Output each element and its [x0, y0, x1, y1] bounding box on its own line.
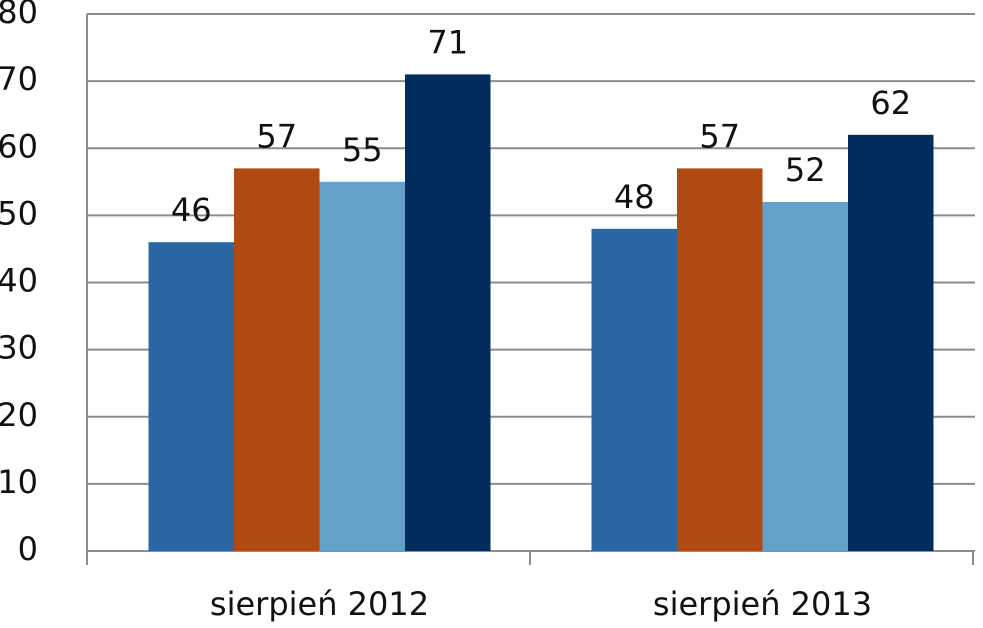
- bar: [848, 134, 934, 551]
- value-label: 57: [699, 117, 740, 155]
- value-label: 52: [785, 151, 826, 189]
- y-tick-label: 0: [18, 530, 38, 568]
- y-tick-label: 60: [0, 127, 38, 165]
- bar: [405, 74, 491, 551]
- value-label: 55: [342, 131, 383, 169]
- value-label: 46: [171, 191, 212, 229]
- y-tick-label: 50: [0, 194, 38, 232]
- value-label: 48: [614, 178, 655, 216]
- bar: [677, 168, 763, 551]
- y-tick-label: 20: [0, 396, 38, 434]
- bar: [234, 168, 320, 551]
- y-tick-label: 70: [0, 60, 38, 98]
- value-label: 57: [256, 117, 297, 155]
- bar: [591, 228, 677, 552]
- y-tick-label: 30: [0, 329, 38, 367]
- bar: [762, 201, 848, 551]
- x-tick-label: sierpień 2012: [210, 585, 429, 623]
- bar: [319, 181, 405, 551]
- x-tick-label: sierpień 2013: [653, 585, 872, 623]
- value-label: 71: [427, 23, 468, 61]
- bar: [148, 242, 234, 551]
- y-tick-label: 80: [0, 0, 38, 31]
- y-tick-label: 40: [0, 262, 38, 300]
- y-tick-label: 10: [0, 463, 38, 501]
- value-label: 62: [870, 84, 911, 122]
